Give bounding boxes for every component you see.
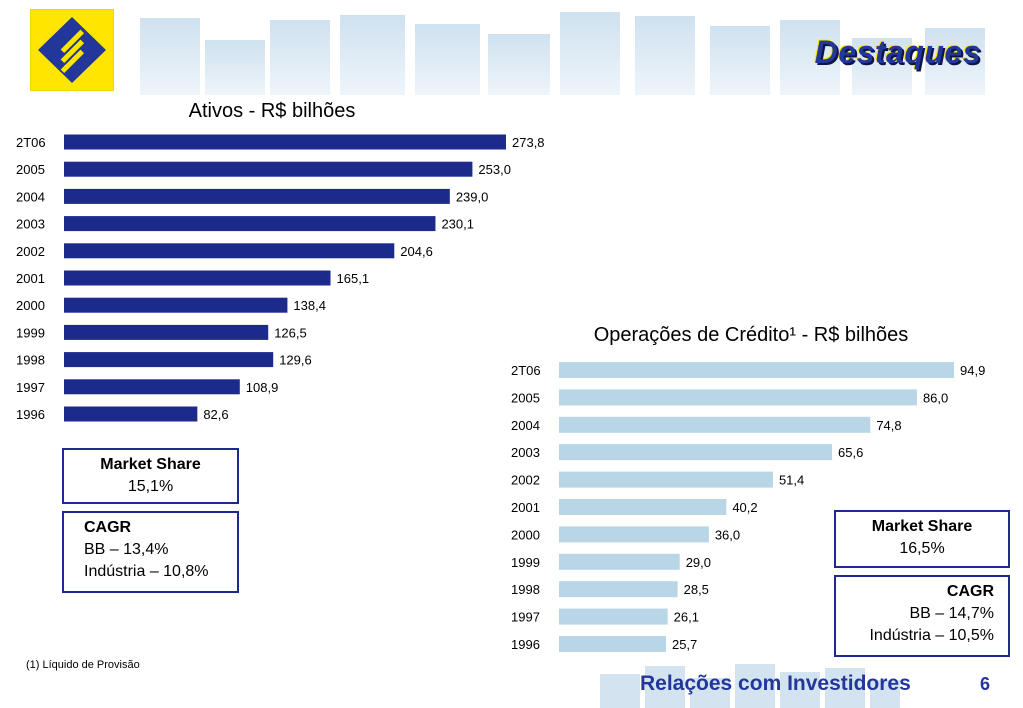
market-share-value: 16,5% (899, 540, 945, 557)
c2-value-label: 94,9 (960, 363, 985, 378)
c1-bar (64, 352, 274, 368)
c2-bar (559, 581, 678, 598)
cagr-industry: Indústria – 10,8% (84, 563, 209, 580)
c1-category-label: 1997 (16, 380, 45, 395)
c2-value-label: 36,0 (715, 527, 740, 542)
c2-bar (559, 444, 833, 461)
cagr-bb: BB – 13,4% (84, 541, 169, 558)
cagr-box-assets: CAGR BB – 13,4% Indústria – 10,8% (62, 511, 239, 593)
c2-bar (559, 362, 954, 378)
header-background-graphic (140, 12, 985, 95)
c1-value-label: 138,4 (293, 298, 326, 313)
c1-category-label: 2000 (16, 298, 45, 313)
c1-value-label: 230,1 (441, 217, 474, 232)
c2-value-label: 28,5 (684, 582, 709, 597)
c1-category-label: 1996 (16, 407, 45, 422)
c1-value-label: 165,1 (337, 271, 370, 286)
c2-value-label: 26,1 (674, 610, 699, 625)
c1-bar (64, 297, 288, 313)
bank-logo (30, 9, 114, 91)
c2-category-label: 2000 (511, 527, 540, 542)
footnote: (1) Líquido de Provisão (26, 659, 140, 671)
c2-bar (559, 471, 773, 488)
c1-value-label: 108,9 (246, 380, 279, 395)
c2-value-label: 86,0 (923, 390, 948, 405)
c2-value-label: 51,4 (779, 473, 804, 488)
c2-category-label: 2T06 (511, 363, 541, 378)
c1-bar (64, 406, 198, 422)
c1-category-label: 2002 (16, 244, 45, 259)
c2-bar (559, 553, 680, 570)
market-share-box-assets: Market Share 15,1% (62, 448, 239, 504)
c1-bar (64, 188, 450, 204)
c1-bar (64, 216, 436, 232)
c2-category-label: 2001 (511, 500, 540, 515)
market-share-label: Market Share (871, 518, 973, 535)
market-share-value: 15,1% (127, 478, 174, 495)
c2-category-label: 2005 (511, 390, 540, 405)
c1-bar (64, 161, 473, 177)
c1-bar (64, 270, 331, 286)
cagr-box-credit: CAGR BB – 14,7% Indústria – 10,5% (834, 575, 1010, 657)
c2-value-label: 29,0 (686, 555, 711, 570)
c1-value-label: 129,6 (279, 353, 312, 368)
footer-label: Relações com Investidores (640, 672, 911, 695)
c2-category-label: 2003 (511, 445, 540, 460)
c2-bar (559, 389, 917, 406)
c1-value-label: 126,5 (274, 325, 307, 340)
c1-value-label: 239,0 (456, 189, 489, 204)
market-share-box-credit: Market Share 16,5% (834, 510, 1010, 568)
market-share-label: Market Share (100, 456, 201, 473)
c1-category-label: 1998 (16, 353, 45, 368)
c2-bar (559, 526, 709, 543)
c1-category-label: 2004 (16, 189, 45, 204)
c1-value-label: 82,6 (203, 407, 228, 422)
c2-category-label: 2004 (511, 418, 540, 433)
c1-value-label: 253,0 (478, 162, 511, 177)
c1-category-label: 1999 (16, 325, 45, 340)
cagr-label: CAGR (84, 519, 132, 536)
page-title: Destaques (814, 34, 981, 70)
c1-bar (64, 379, 240, 395)
c1-bar (64, 324, 269, 340)
c2-category-label: 1998 (511, 582, 540, 597)
c1-value-label: 273,8 (512, 135, 545, 150)
cagr-bb: BB – 14,7% (909, 605, 995, 622)
c1-value-label: 204,6 (400, 244, 433, 259)
cagr-label: CAGR (946, 583, 994, 600)
c2-value-label: 74,8 (876, 418, 901, 433)
c2-bar (559, 636, 666, 652)
chart-2-title: Operações de Crédito¹ - R$ bilhões (594, 324, 909, 346)
c2-value-label: 40,2 (732, 500, 757, 515)
c2-value-label: 25,7 (672, 637, 697, 652)
footer-background-graphic (600, 664, 900, 708)
c1-category-label: 2005 (16, 162, 45, 177)
cagr-industry: Indústria – 10,5% (869, 627, 994, 644)
c2-value-label: 65,6 (838, 445, 863, 460)
c2-bar (559, 608, 668, 625)
c2-category-label: 1997 (511, 610, 540, 625)
chart-1-title: Ativos - R$ bilhões (189, 100, 356, 122)
c2-category-label: 1999 (511, 555, 540, 570)
c2-category-label: 2002 (511, 473, 540, 488)
c1-category-label: 2001 (16, 271, 45, 286)
c1-category-label: 2T06 (16, 135, 46, 150)
c1-category-label: 2003 (16, 217, 45, 232)
c2-category-label: 1996 (511, 637, 540, 652)
c2-bar (559, 416, 871, 433)
c2-bar (559, 499, 727, 515)
c1-bar (64, 134, 506, 150)
page-number: 6 (980, 674, 991, 694)
c1-bar (64, 243, 395, 259)
